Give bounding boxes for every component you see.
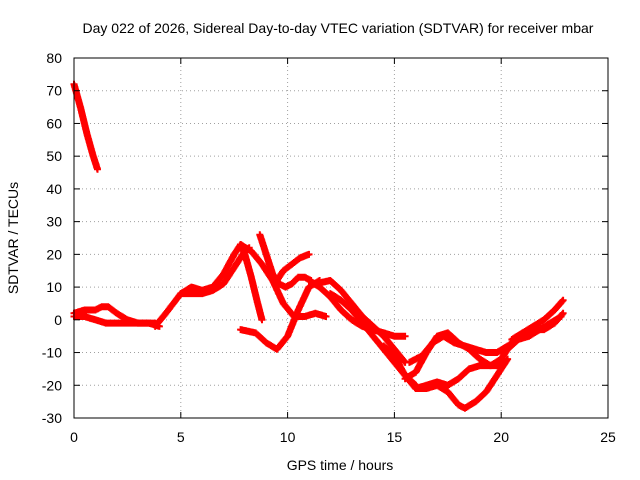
y-tick-label: 30 [46,214,62,230]
y-tick-label: 40 [46,181,62,197]
x-tick-label: 5 [177,429,185,445]
y-tick-label: 20 [46,246,62,262]
y-tick-label: 70 [46,83,62,99]
series-track-17 [412,355,512,412]
y-tick-label: -20 [42,377,62,393]
x-tick-label: 25 [600,429,616,445]
series-points [412,355,512,412]
series-points [508,309,567,343]
series-track-20 [508,309,567,343]
y-tick-label: 80 [46,50,62,66]
y-tick-label: 50 [46,148,62,164]
series-points [311,277,409,366]
series-points [237,277,324,353]
y-tick-label: 60 [46,115,62,131]
series-track-16 [405,332,512,366]
series-track-10 [237,277,324,353]
chart-title: Day 022 of 2026, Sidereal Day-to-day VTE… [83,20,594,36]
x-tick-label: 10 [280,429,296,445]
x-tick-label: 0 [70,429,78,445]
plot-border [73,57,609,419]
y-tick-label: -10 [42,345,62,361]
y-tick-label: 10 [46,279,62,295]
axis-ticks: 0 5 10 15 20 25 -30 -20 -10 0 10 20 30 40 50 60 70 80 [42,50,616,445]
y-tick-label: 0 [54,312,62,328]
series-track-7 [237,241,330,320]
y-tick-label: -30 [42,410,62,426]
series-track-12 [311,277,409,366]
series-points [405,332,512,366]
series-points [273,250,313,284]
x-axis-label: GPS time / hours [287,457,394,473]
x-tick-label: 20 [493,429,509,445]
series-track-9 [273,250,313,284]
y-axis-label: SDTVAR / TECUs [5,182,21,294]
series-points [237,241,330,320]
x-tick-label: 15 [387,429,403,445]
